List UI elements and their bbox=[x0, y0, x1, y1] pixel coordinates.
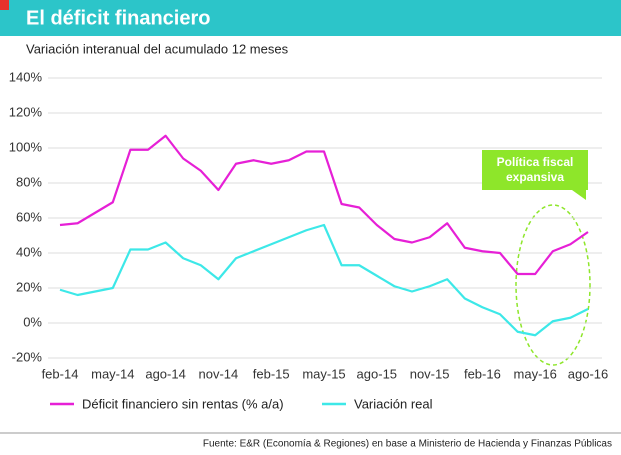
x-tick-label: may-16 bbox=[514, 366, 557, 381]
chart-subtitle: Variación interanual del acumulado 12 me… bbox=[26, 41, 289, 56]
x-tick-label: ago-16 bbox=[568, 366, 608, 381]
legend-label: Déficit financiero sin rentas (% a/a) bbox=[82, 396, 284, 411]
chart-title: El déficit financiero bbox=[26, 7, 210, 29]
series-line bbox=[59, 223, 589, 337]
y-tick-label: 120% bbox=[9, 104, 43, 119]
series-line bbox=[59, 134, 589, 276]
highlight-ellipse bbox=[515, 204, 591, 366]
y-tick-label: 140% bbox=[9, 69, 43, 84]
y-tick-label: 100% bbox=[9, 139, 43, 154]
y-tick-label: 0% bbox=[23, 314, 42, 329]
y-tick-label: 40% bbox=[16, 244, 42, 259]
y-tick-label: -20% bbox=[12, 349, 43, 364]
x-tick-label: feb-15 bbox=[253, 366, 290, 381]
x-tick-label: feb-16 bbox=[464, 366, 501, 381]
x-tick-label: may-14 bbox=[91, 366, 134, 381]
header-bar bbox=[0, 0, 621, 36]
x-tick-label: nov-15 bbox=[410, 366, 450, 381]
x-tick-label: ago-15 bbox=[357, 366, 397, 381]
y-tick-label: 20% bbox=[16, 279, 42, 294]
x-tick-label: may-15 bbox=[302, 366, 345, 381]
source-note: Fuente: E&R (Economía & Regiones) en bas… bbox=[203, 439, 612, 450]
legend-label: Variación real bbox=[354, 396, 433, 411]
callout-pointer bbox=[572, 190, 586, 200]
y-tick-label: 60% bbox=[16, 209, 42, 224]
x-tick-label: nov-14 bbox=[199, 366, 239, 381]
x-tick-label: ago-14 bbox=[145, 366, 185, 381]
x-tick-label: feb-14 bbox=[42, 366, 79, 381]
y-tick-label: 80% bbox=[16, 174, 42, 189]
annotation: Política fiscal expansiva bbox=[482, 150, 588, 190]
header-accent bbox=[0, 0, 9, 10]
